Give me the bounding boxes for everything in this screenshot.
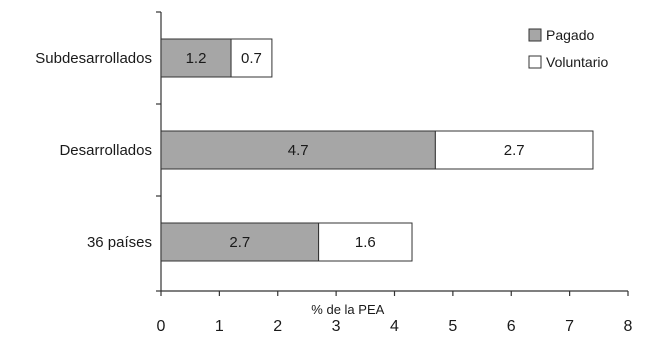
x-tick-label: 8 bbox=[624, 318, 633, 335]
legend: Pagado Voluntario bbox=[528, 27, 608, 70]
bar-pagado-2 bbox=[160, 222, 320, 262]
x-tick-label: 0 bbox=[157, 318, 166, 335]
x-tick-label: 7 bbox=[565, 318, 574, 335]
category-label: Subdesarrollados bbox=[35, 50, 152, 67]
bar-voluntario-2 bbox=[318, 222, 413, 262]
x-tick-label: 1 bbox=[215, 318, 224, 335]
category-label: 36 países bbox=[87, 234, 152, 251]
x-tick-label: 3 bbox=[332, 318, 341, 335]
bars bbox=[160, 38, 594, 262]
data-label: 2.7 bbox=[504, 142, 525, 159]
legend-swatch-pagado bbox=[528, 28, 542, 42]
legend-swatch-voluntario bbox=[528, 55, 542, 69]
bar-pagado-1 bbox=[160, 130, 436, 170]
legend-label: Voluntario bbox=[546, 54, 608, 70]
x-tick-label: 5 bbox=[448, 318, 457, 335]
axes: 0 1 2 3 4 5 6 7 8 % de la PEA bbox=[156, 11, 633, 335]
data-label: 1.2 bbox=[186, 50, 207, 67]
bar-voluntario-0 bbox=[230, 38, 273, 78]
legend-label: Pagado bbox=[546, 27, 594, 43]
x-tick-label: 2 bbox=[273, 318, 282, 335]
x-tick-label: 4 bbox=[390, 318, 399, 335]
bar-voluntario-1 bbox=[434, 130, 594, 170]
data-label: 0.7 bbox=[241, 50, 262, 67]
x-tick-label: 6 bbox=[507, 318, 516, 335]
category-label: Desarrollados bbox=[59, 142, 152, 159]
data-label: 2.7 bbox=[229, 234, 250, 251]
labels: Subdesarrollados Desarrollados 36 países 1.… bbox=[35, 50, 524, 251]
data-label: 4.7 bbox=[288, 142, 309, 159]
x-axis-title: % de la PEA bbox=[311, 302, 384, 317]
data-label: 1.6 bbox=[355, 234, 376, 251]
